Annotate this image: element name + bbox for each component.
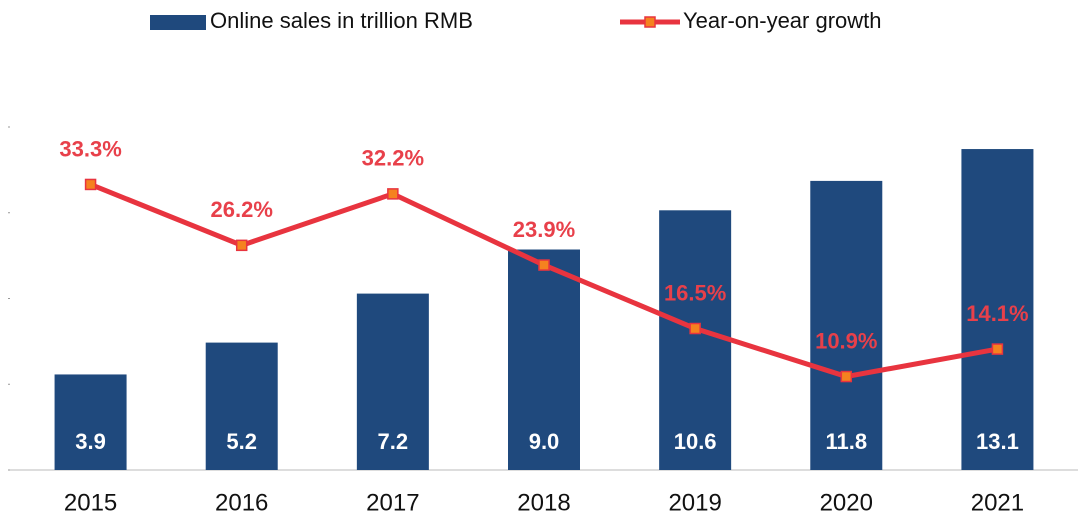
bar-label: 11.8 (825, 429, 867, 454)
line-label: 32.2% (362, 146, 424, 171)
bar (508, 249, 580, 470)
x-tick-label: 2021 (971, 489, 1024, 516)
legend-marker (644, 16, 656, 28)
line-label: 10.9% (815, 328, 877, 353)
bar-label: 5.2 (226, 429, 257, 454)
bar (356, 293, 429, 470)
legend-label: Online sales in trillion RMB (210, 8, 473, 33)
line-label: 16.5% (664, 280, 726, 305)
bar-label: 10.6 (674, 429, 717, 454)
x-tick-label: 2020 (820, 489, 873, 516)
bar (205, 342, 278, 470)
x-tick-label: 2019 (668, 489, 721, 516)
x-tick-label: 2017 (366, 489, 419, 516)
bar-label: 7.2 (378, 429, 409, 454)
marker (387, 188, 399, 200)
x-tick-label: 2016 (215, 489, 268, 516)
bar-label: 9.0 (529, 429, 560, 454)
marker (689, 322, 701, 335)
marker (840, 370, 853, 383)
bar (659, 210, 732, 471)
line-label: 14.1% (966, 301, 1028, 326)
bar (54, 374, 127, 470)
line-label: 26.2% (211, 197, 273, 222)
marker (538, 259, 550, 271)
x-tick-label: 2015 (64, 489, 117, 516)
line-label: 23.9% (513, 217, 575, 242)
x-tick-label: 2018 (517, 489, 570, 516)
bar-label: 3.9 (75, 429, 106, 454)
legend-label: Year-on-year growth (683, 8, 882, 33)
line-label: 33.3% (59, 136, 121, 161)
marker (991, 343, 1004, 355)
marker (84, 178, 97, 191)
bar (961, 149, 1034, 471)
legend-swatch (150, 15, 206, 30)
bar (810, 180, 883, 470)
marker (235, 239, 248, 252)
bar-label: 13.1 (976, 429, 1019, 454)
